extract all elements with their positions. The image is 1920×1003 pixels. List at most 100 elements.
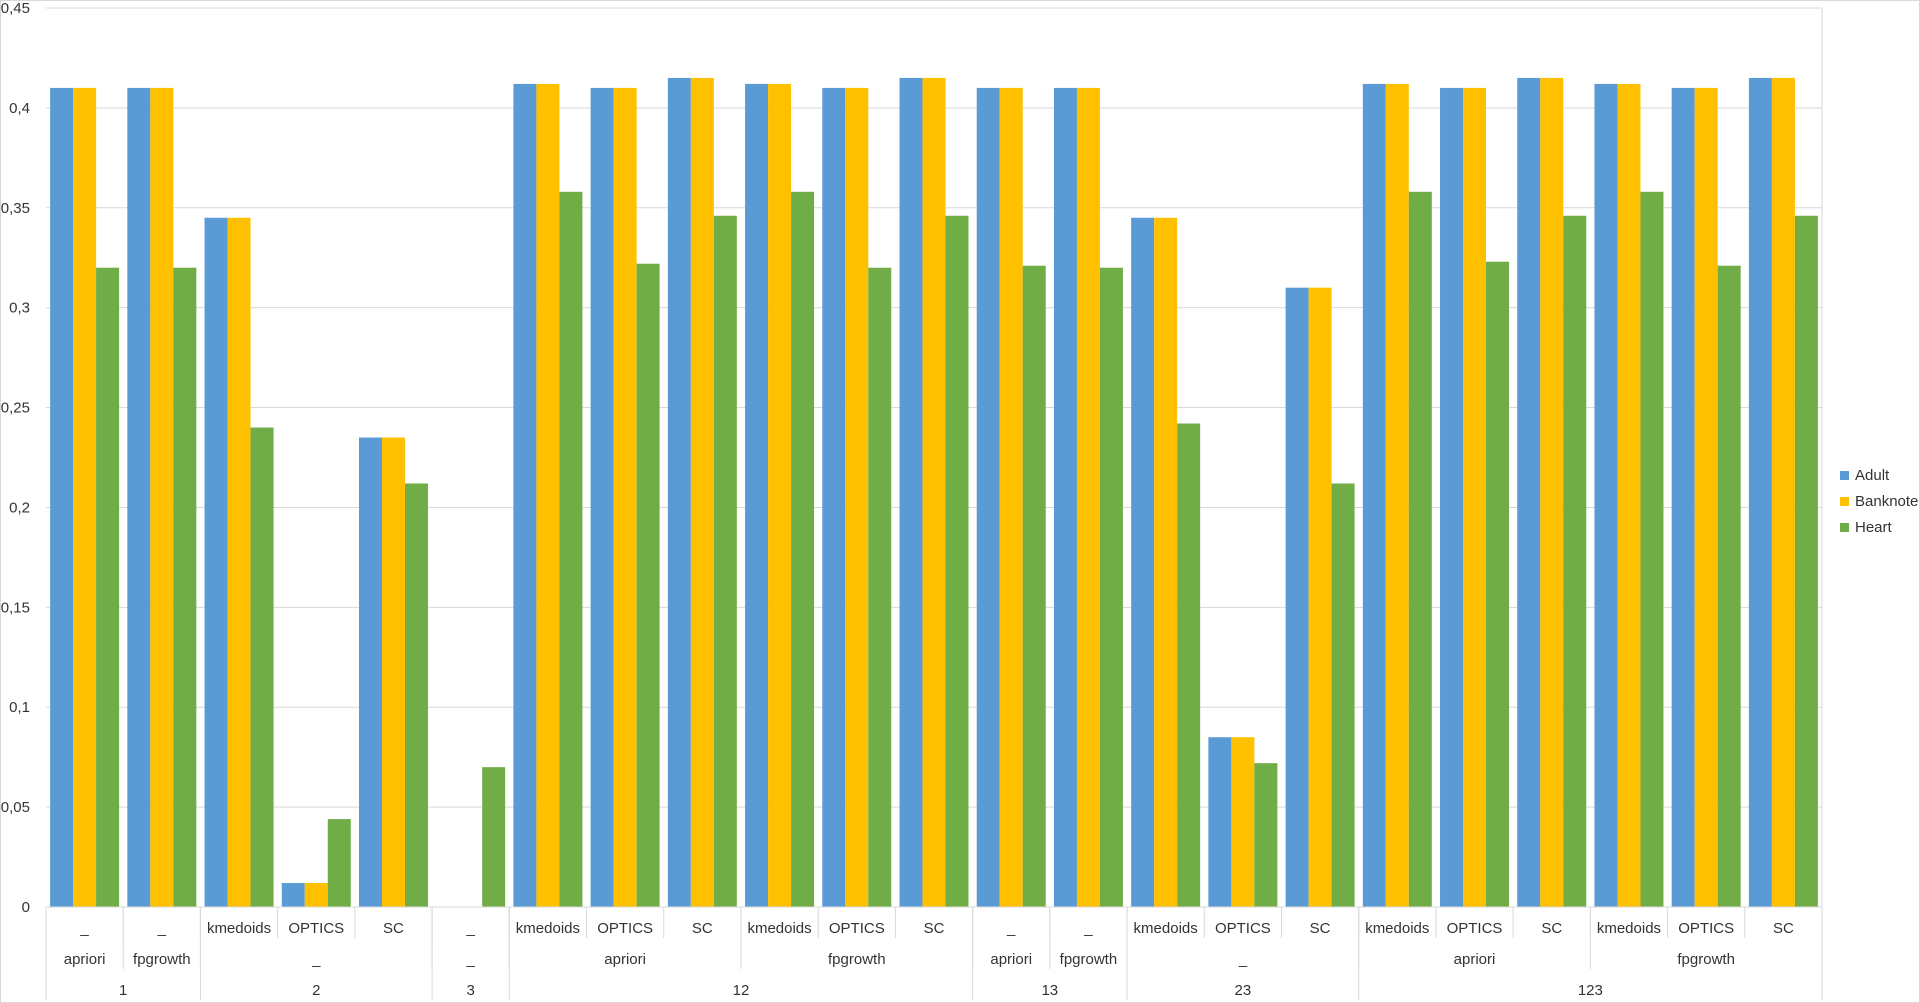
bar-banknote <box>1771 77 1795 907</box>
x-group-label-level2: apriori <box>990 951 1032 968</box>
x-tick-label-level1: kmedoids <box>207 920 271 937</box>
legend-swatch-adult <box>1840 470 1849 480</box>
bar-adult <box>1285 287 1309 907</box>
x-tick-label-level1: OPTICS <box>1215 920 1271 937</box>
x-tick-label-level1: SC <box>383 920 404 937</box>
x-tick-label-level1: kmedoids <box>1597 920 1661 937</box>
bar-banknote <box>768 83 792 908</box>
bar-banknote <box>1540 77 1564 907</box>
y-tick-label: 0,35 <box>1 200 30 217</box>
bar-adult <box>358 437 382 907</box>
x-group-label-level2: fpgrowth <box>133 951 191 968</box>
y-tick-label: 0,4 <box>9 100 30 117</box>
x-tick-label-level1: kmedoids <box>516 920 580 937</box>
x-group-label-level3: 2 <box>312 982 320 999</box>
bar-banknote <box>613 87 637 907</box>
bar-banknote <box>536 83 560 908</box>
x-tick-label-level1: SC <box>1310 920 1331 937</box>
bar-banknote <box>690 77 714 907</box>
x-group-label-level2: _ <box>466 951 476 968</box>
bar-adult <box>1362 83 1386 908</box>
bar-adult <box>1594 83 1618 908</box>
legend: Adult Banknote Heart <box>1840 462 1918 540</box>
y-tick-label: 0 <box>22 899 30 916</box>
x-group-label-level3: 123 <box>1578 982 1603 999</box>
bar-adult <box>667 77 691 907</box>
x-group-label-level3: 1 <box>119 982 127 999</box>
bar-heart <box>1254 763 1278 907</box>
x-tick-label-level1: OPTICS <box>288 920 344 937</box>
bar-adult <box>1748 77 1772 907</box>
bar-adult <box>976 87 1000 907</box>
bar-heart <box>1640 191 1664 908</box>
bar-heart <box>945 215 969 907</box>
bar-adult <box>1131 217 1155 907</box>
bar-banknote <box>73 87 97 907</box>
bar-heart <box>327 819 351 907</box>
bar-banknote <box>381 437 405 907</box>
bar-adult <box>127 87 151 907</box>
bar-adult <box>1440 87 1464 907</box>
legend-swatch-heart <box>1840 522 1849 532</box>
bar-banknote <box>1463 87 1487 907</box>
bar-adult <box>822 87 846 907</box>
x-group-label-level2: apriori <box>604 951 646 968</box>
x-group-label-level2: apriori <box>64 951 106 968</box>
bar-adult <box>1208 737 1232 907</box>
bar-banknote <box>999 87 1023 907</box>
bar-banknote <box>922 77 946 907</box>
legend-item-heart: Heart <box>1840 514 1918 540</box>
bar-adult <box>899 77 923 907</box>
x-group-label-level3: 23 <box>1235 982 1252 999</box>
bar-heart <box>1563 215 1587 907</box>
x-tick-label-level1: OPTICS <box>829 920 885 937</box>
bar-heart <box>636 263 660 907</box>
x-tick-label-level1: kmedoids <box>1134 920 1198 937</box>
bar-heart <box>1177 423 1201 907</box>
bar-heart <box>713 215 737 907</box>
x-tick-label-level1: OPTICS <box>1678 920 1734 937</box>
bar-banknote <box>1076 87 1100 907</box>
bar-heart <box>1794 215 1818 907</box>
x-tick-label-level1: OPTICS <box>597 920 653 937</box>
x-tick-label-level1: _ <box>157 920 167 937</box>
bar-banknote <box>1694 87 1718 907</box>
bar-banknote <box>1308 287 1332 907</box>
x-group-label-level2: fpgrowth <box>1060 951 1118 968</box>
y-tick-label: 0,45 <box>1 0 30 17</box>
x-tick-label-level1: _ <box>1083 920 1093 937</box>
bar-banknote <box>1231 737 1255 907</box>
legend-item-adult: Adult <box>1840 462 1918 488</box>
legend-label-heart: Heart <box>1855 518 1892 536</box>
x-tick-label-level1: _ <box>466 920 476 937</box>
x-group-label-level2: _ <box>311 951 321 968</box>
y-tick-label: 0,25 <box>1 400 30 417</box>
y-tick-label: 0,3 <box>9 300 30 317</box>
bar-banknote <box>150 87 174 907</box>
y-tick-label: 0,1 <box>9 699 30 716</box>
x-group-label-level2: _ <box>1238 951 1248 968</box>
x-tick-label-level1: _ <box>1006 920 1016 937</box>
y-tick-label: 0,05 <box>1 799 30 816</box>
bar-adult <box>50 87 74 907</box>
x-group-label-level3: 3 <box>467 982 475 999</box>
bar-adult <box>204 217 228 907</box>
bar-heart <box>482 767 506 907</box>
bar-banknote <box>1154 217 1178 907</box>
bar-heart <box>1331 483 1355 907</box>
legend-swatch-banknote <box>1840 496 1849 506</box>
y-tick-label: 0,15 <box>1 599 30 616</box>
bar-heart <box>96 267 120 907</box>
bar-heart <box>173 267 197 907</box>
bar-adult <box>745 83 769 908</box>
x-group-label-level2: apriori <box>1454 951 1496 968</box>
x-tick-label-level1: OPTICS <box>1447 920 1503 937</box>
bar-heart <box>1022 265 1046 907</box>
x-group-label-level3: 13 <box>1041 982 1058 999</box>
bar-banknote <box>227 217 251 907</box>
bar-banknote <box>1385 83 1409 908</box>
x-tick-label-level1: SC <box>1773 920 1794 937</box>
x-tick-label-level1: SC <box>1541 920 1562 937</box>
x-group-label-level3: 12 <box>733 982 750 999</box>
